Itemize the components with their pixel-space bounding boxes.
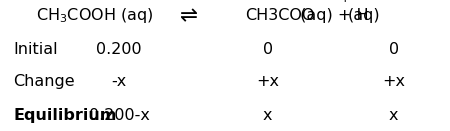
Text: Change: Change [14, 74, 75, 89]
Text: Equilibrium: Equilibrium [14, 108, 117, 123]
Text: Initial: Initial [14, 42, 58, 57]
Text: 0.200-x: 0.200-x [89, 108, 150, 123]
Text: $\rightleftharpoons$: $\rightleftharpoons$ [175, 6, 198, 26]
Text: CH$_3$COOH (aq): CH$_3$COOH (aq) [36, 6, 153, 25]
Text: +x: +x [382, 74, 405, 89]
Text: CH3COO: CH3COO [245, 8, 315, 23]
Text: +: + [339, 0, 350, 5]
Text: −: − [287, 0, 297, 5]
Text: +x: +x [256, 74, 279, 89]
Text: (aq) + H: (aq) + H [295, 8, 369, 23]
Text: (aq): (aq) [347, 8, 380, 23]
Text: x: x [263, 108, 273, 123]
Text: 0: 0 [389, 42, 399, 57]
Text: -x: -x [112, 74, 127, 89]
Text: 0: 0 [263, 42, 273, 57]
Text: x: x [389, 108, 399, 123]
Text: 0.200: 0.200 [96, 42, 142, 57]
